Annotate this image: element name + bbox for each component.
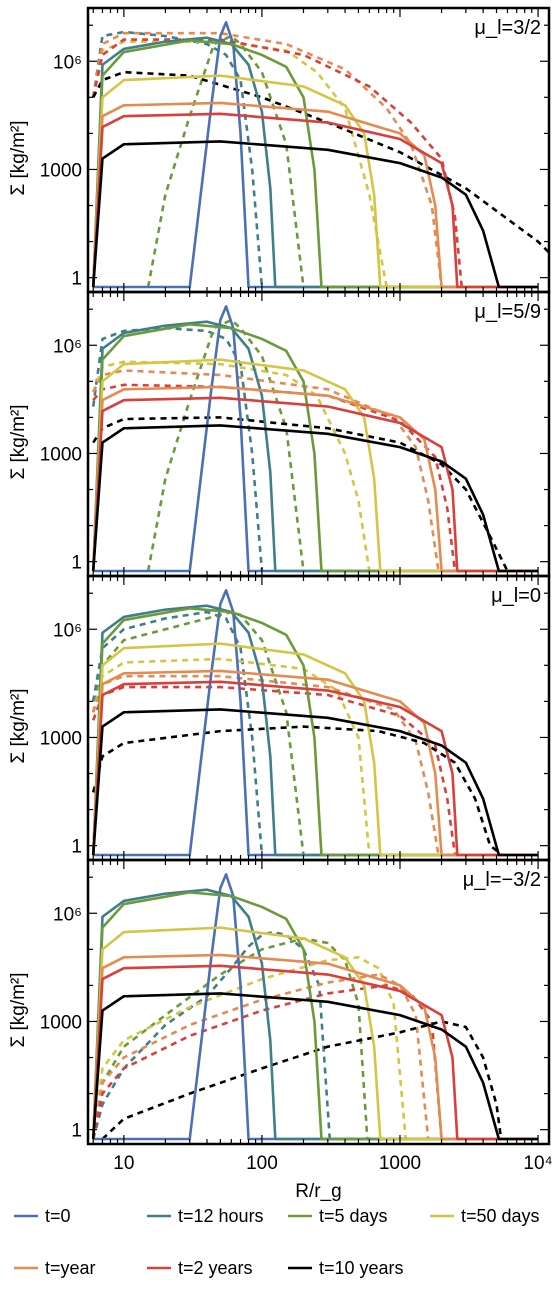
solid-curve-t-50-days — [91, 358, 539, 573]
dashed-curve-t-5-days — [146, 34, 305, 288]
panel-label: μ_l=3/2 — [474, 17, 541, 39]
y-tick-label: 10⁶ — [53, 904, 82, 925]
x-tick-label: 10 — [113, 1153, 134, 1174]
y-tick-label: 1000 — [40, 160, 82, 181]
solid-curve-t-12-hours — [91, 604, 539, 857]
legend-item-t-5-days: t=5 days — [288, 1206, 388, 1226]
legend-label: t=12 hours — [178, 1206, 264, 1226]
dashed-curve-t-10-years — [92, 416, 517, 573]
legend-item-t-50-days: t=50 days — [430, 1206, 540, 1226]
solid-curve-t-0 — [93, 305, 539, 573]
panel-2-curves — [91, 305, 539, 573]
y-tick-label: 1000 — [40, 728, 82, 749]
solid-curve-t-50-days — [91, 642, 539, 857]
solid-curve-t-10-years — [91, 992, 539, 1141]
solid-curve-t-10-years — [91, 140, 539, 289]
y-tick-label: 10⁶ — [53, 52, 82, 73]
y-axis-title: Σ [kg/m²] — [8, 688, 29, 763]
y-axis-title: Σ [kg/m²] — [8, 120, 29, 195]
y-tick-label: 1 — [71, 269, 82, 290]
solid-curve-t-2-years — [91, 964, 539, 1141]
solid-curve-t-5-days — [91, 323, 539, 573]
solid-curve-t-2-years — [91, 396, 539, 573]
legend-label: t=5 days — [319, 1206, 388, 1226]
legend: t=0 t=12 hours t=5 days t=50 days t=year t=2 … — [14, 1206, 540, 1278]
legend-label: t=year — [45, 1258, 96, 1278]
legend-label: t=0 — [45, 1206, 71, 1226]
legend-item-t-2-years: t=2 years — [147, 1258, 253, 1278]
legend-item-t-12-hours: t=12 hours — [147, 1206, 264, 1226]
dashed-curve-t-12-hours — [91, 610, 264, 856]
panel-frame — [86, 858, 551, 1146]
solid-curve-t-5-days — [91, 891, 539, 1141]
solid-curve-t-50-days — [91, 74, 539, 289]
solid-curve-t-50-days — [91, 926, 539, 1141]
panel-1-curves — [91, 21, 549, 289]
dashed-curve-t-10-years — [92, 70, 549, 254]
legend-label: t=50 days — [461, 1206, 540, 1226]
panel-2: 1 1000 10⁶ Σ [kg/m²] μ_l=5/9 — [8, 290, 551, 578]
dashed-curve-t-50-days — [91, 657, 371, 856]
x-tick-label: 1000 — [379, 1153, 421, 1174]
dashed-curve-t-5-days — [91, 937, 539, 1141]
x-tick-label: 100 — [246, 1153, 278, 1174]
solid-curve-t-12-hours — [91, 320, 539, 573]
legend-item-t-year: t=year — [14, 1258, 96, 1278]
solid-curve-t-year — [91, 953, 539, 1141]
y-axis-title: Σ [kg/m²] — [8, 972, 29, 1047]
dashed-curve-t-2-years — [91, 38, 464, 288]
dashed-curve-t-5-days — [146, 318, 305, 572]
y-tick-label: 10⁶ — [53, 620, 82, 641]
y-tick-label: 1 — [71, 1121, 82, 1142]
y-axis-title: Σ [kg/m²] — [8, 404, 29, 479]
panel-label: μ_l=0 — [491, 585, 541, 607]
dashed-curve-t-year — [92, 369, 440, 572]
y-tick-label: 1000 — [40, 444, 82, 465]
panel-3-curves — [91, 589, 539, 857]
y-tick-label: 1 — [71, 553, 82, 574]
y-tick-label: 10⁶ — [53, 336, 82, 357]
dashed-curve-t-year — [91, 31, 443, 288]
legend-label: t=2 years — [178, 1258, 253, 1278]
panel-label: μ_l=5/9 — [474, 301, 541, 323]
solid-curve-t-2-years — [91, 680, 539, 857]
y-tick-label: 1000 — [40, 1012, 82, 1033]
panel-1: 1 1000 10⁶ Σ [kg/m²] μ_l=3/2 — [8, 6, 551, 294]
legend-item-t-10-years: t=10 years — [288, 1258, 404, 1278]
solid-curve-t-year — [91, 101, 539, 289]
panel-4: 1 1000 10⁶ Σ [kg/m²] μ_l=−3/2 — [8, 858, 551, 1146]
panel-4-curves — [91, 873, 539, 1141]
x-axis-title: R/r_g — [295, 1181, 341, 1202]
panel-3: 1 1000 10⁶ Σ [kg/m²] μ_l=0 — [8, 574, 551, 862]
solid-curve-t-10-years — [91, 424, 539, 573]
solid-curve-t-year — [91, 385, 539, 573]
legend-item-t-0: t=0 — [14, 1206, 71, 1226]
dashed-curve-t-50-days — [91, 40, 388, 288]
legend-label: t=10 years — [319, 1258, 404, 1278]
solid-curve-t-5-days — [91, 39, 539, 289]
dashed-curve-t-50-days — [91, 956, 539, 1141]
solid-curve-t-12-hours — [91, 888, 539, 1141]
solid-curve-t-10-years — [91, 708, 539, 857]
dashed-curve-t-50-days — [91, 360, 371, 572]
solid-curve-t-2-years — [91, 112, 539, 289]
solid-curve-t-5-days — [91, 607, 539, 857]
x-tick-label: 10⁴ — [523, 1153, 552, 1174]
dashed-curve-t-10-years — [101, 1020, 539, 1141]
solid-curve-t-year — [91, 669, 539, 857]
panel-label: μ_l=−3/2 — [463, 869, 541, 891]
solid-curve-t-0 — [93, 21, 539, 289]
solid-curve-t-0 — [93, 589, 539, 857]
solid-curve-t-0 — [93, 873, 539, 1141]
y-tick-label: 1 — [71, 837, 82, 858]
dashed-curve-t-year — [91, 973, 539, 1141]
dashed-curve-t-12-hours — [91, 30, 264, 288]
